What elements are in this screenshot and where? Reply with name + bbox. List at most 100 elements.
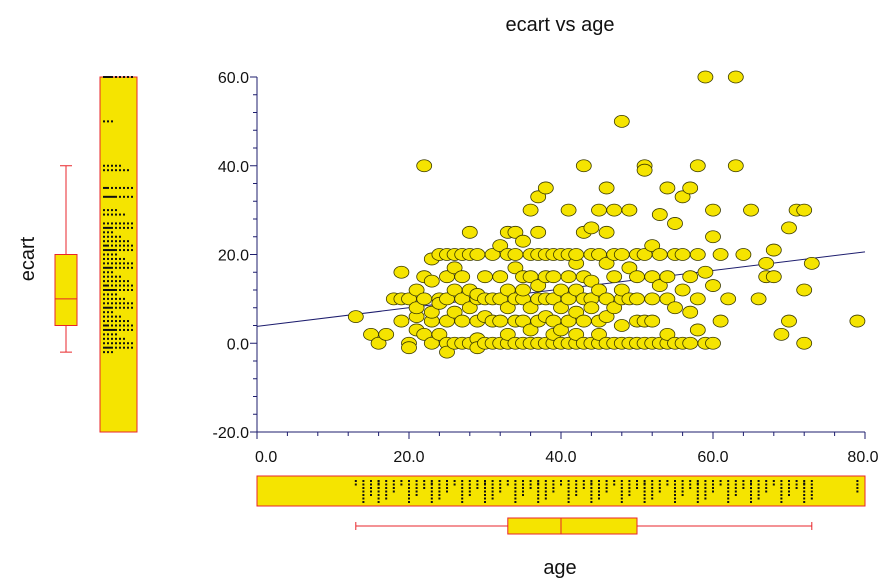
ecart-rug-tick — [115, 333, 117, 336]
data-point — [446, 261, 463, 275]
ecart-rug-tick — [107, 351, 109, 354]
age-rug-tick — [522, 480, 524, 482]
data-point — [651, 248, 668, 261]
ecart-rug-tick — [107, 186, 109, 189]
data-point — [401, 341, 417, 355]
ecart-rug-tick — [123, 337, 125, 340]
ecart-rug-tick — [123, 186, 125, 189]
age-rug-tick — [658, 487, 661, 489]
ecart-rug-tick — [123, 324, 125, 327]
age-rug-tick — [582, 483, 585, 486]
ecart-rug-tick — [111, 271, 113, 274]
ecart-rug-tick — [123, 222, 125, 225]
age-rug-tick — [704, 494, 707, 496]
age-rug-tick — [628, 480, 631, 482]
age-rug-tick — [757, 487, 760, 489]
age-rug-tick — [408, 480, 410, 482]
age-rug-tick — [674, 494, 676, 496]
data-point — [781, 221, 797, 235]
data-point — [613, 319, 630, 332]
age-rug-tick — [370, 490, 372, 493]
ecart-rug-tick — [119, 240, 121, 243]
age-rug-tick — [476, 480, 479, 482]
data-point — [659, 327, 676, 341]
age-rug-tick — [430, 480, 433, 482]
ecart-rug-tick — [131, 302, 133, 305]
ecart-rug-tick — [127, 222, 129, 225]
data-point — [613, 248, 630, 261]
age-rug-tick — [605, 490, 608, 493]
age-rug-tick — [423, 487, 426, 489]
ecart-rug-tick — [131, 226, 133, 229]
age-rug-tick — [423, 480, 426, 482]
age-rug-tick — [499, 480, 502, 482]
age-rug-tick — [484, 497, 486, 500]
age-rug-tick — [681, 480, 684, 482]
ecart-rug-tick — [123, 306, 125, 309]
ecart-rug-tick — [111, 169, 113, 172]
data-point — [515, 234, 531, 248]
age-rug-tick — [605, 487, 608, 489]
age-rug-tick — [392, 487, 395, 489]
data-point — [644, 314, 661, 328]
data-point — [659, 292, 676, 306]
age-rug-tick — [780, 480, 783, 482]
ecart-rug-tick — [107, 315, 109, 318]
data-point — [613, 114, 630, 128]
ecart-rug-tick — [119, 346, 121, 349]
age-rug-tick — [377, 501, 380, 503]
data-point — [758, 256, 775, 270]
age-rug-tick — [461, 497, 464, 500]
ecart-rug-tick — [115, 337, 117, 340]
ecart-rug-tick — [127, 240, 129, 243]
ecart-rug-tick — [127, 346, 129, 349]
age-rug-tick — [605, 483, 608, 486]
ecart-rug-tick — [107, 266, 109, 269]
ecart-rug-tick — [103, 186, 105, 189]
ecart-rug-tick — [103, 320, 105, 323]
age-rug-tick — [795, 483, 798, 486]
data-point — [507, 261, 524, 275]
ecart-rug-tick — [105, 289, 107, 291]
age-rug-tick — [856, 490, 859, 493]
age-rug-tick — [514, 487, 517, 489]
age-rug-tick — [765, 480, 768, 482]
data-point — [689, 248, 706, 261]
ecart-rug-tick — [111, 351, 113, 354]
ecart-rug-tick — [127, 249, 129, 252]
ecart-rug-tick — [107, 120, 109, 123]
ecart-rug-tick — [123, 328, 125, 331]
data-point — [568, 283, 585, 297]
ecart-rug-tick — [103, 284, 105, 287]
ecart-rug-tick — [107, 226, 109, 229]
ecart-rug-tick — [123, 213, 125, 216]
age-rug-tick — [651, 487, 654, 489]
age-rug-tick — [590, 487, 593, 489]
ecart-rug-tick — [113, 328, 115, 331]
ecart-rug-tick — [111, 280, 113, 283]
age-rug-tick — [810, 483, 813, 486]
age-rug-tick — [522, 487, 524, 489]
age-rug-tick — [544, 483, 547, 486]
data-point — [469, 248, 486, 261]
age-rug-tick — [544, 487, 547, 489]
data-point — [598, 256, 615, 270]
age-rug-tick — [750, 487, 752, 489]
age-rug-tick — [415, 483, 418, 486]
ecart-rug-tick — [123, 302, 125, 305]
ecart-rug-tick — [107, 328, 109, 331]
age-rug-tick — [552, 487, 555, 489]
age-rug-tick — [408, 494, 410, 496]
ecart-rug-tick — [115, 262, 117, 265]
ecart-rug-tick — [107, 262, 109, 265]
data-point — [568, 305, 585, 319]
age-rug-tick — [704, 487, 707, 489]
ecart-rug-tick — [105, 306, 107, 309]
age-rug-tick — [681, 494, 684, 496]
age-rug-tick — [370, 487, 372, 489]
ecart-rug-tick — [107, 311, 109, 314]
age-rug-tick — [354, 480, 357, 482]
ecart-rug-tick — [111, 342, 113, 345]
ecart-rug-tick — [119, 284, 121, 287]
age-rug-tick — [620, 497, 623, 500]
